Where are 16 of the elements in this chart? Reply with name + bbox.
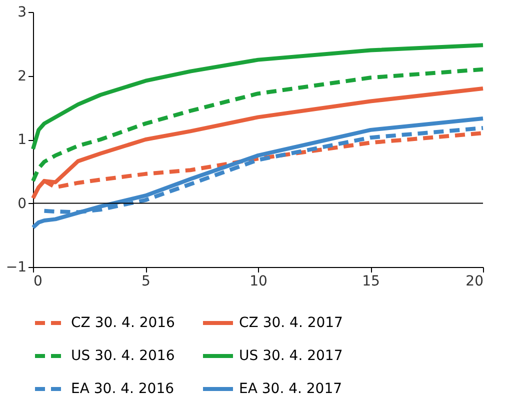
x-tick-label: 0 (34, 274, 42, 290)
x-tick-label: 15 (362, 274, 380, 290)
legend-label: EA 30. 4. 2017 (239, 381, 342, 397)
y-tick-label: 0 (18, 196, 26, 212)
legend-label: CZ 30. 4. 2016 (71, 315, 176, 331)
y-tick-label: 3 (18, 4, 26, 20)
x-tick-label: 5 (142, 274, 150, 290)
y-tick-label: 1 (18, 132, 26, 148)
legend-label: CZ 30. 4. 2017 (239, 315, 343, 331)
legend-label: US 30. 4. 2016 (71, 348, 175, 364)
legend-label: EA 30. 4. 2016 (71, 381, 174, 397)
y-tick-label: −1 (6, 260, 26, 276)
x-tick-label: 10 (250, 274, 268, 290)
legend-label: US 30. 4. 2017 (239, 348, 343, 364)
y-tick-label: 2 (18, 68, 26, 84)
x-tick-label: 20 (466, 274, 484, 290)
